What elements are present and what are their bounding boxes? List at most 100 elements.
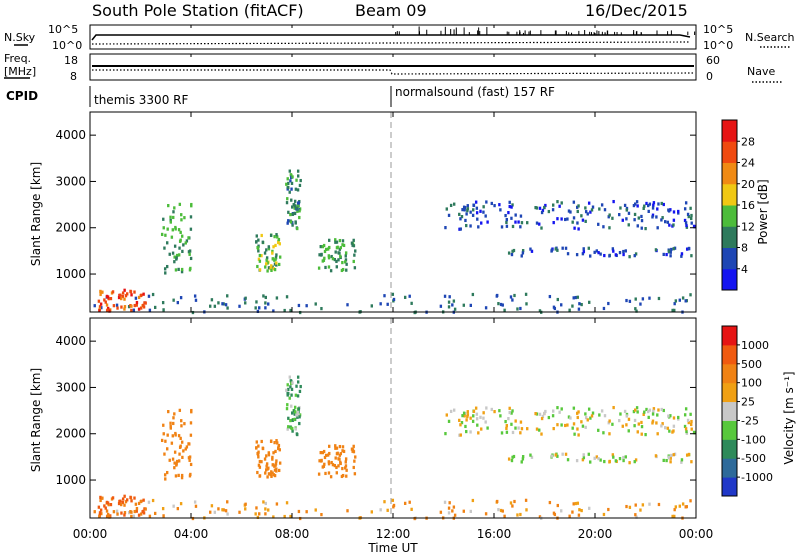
power-cell xyxy=(469,303,473,307)
velocity-cell xyxy=(188,458,191,462)
power-cell xyxy=(633,218,636,222)
power-cell xyxy=(331,257,335,261)
velocity-cell xyxy=(298,389,302,394)
power-cell xyxy=(265,248,268,252)
power-cell xyxy=(576,205,579,209)
power-cell xyxy=(582,247,585,251)
velocity-cell xyxy=(286,383,289,387)
power-cell xyxy=(189,256,193,261)
velocity-cell xyxy=(460,421,464,425)
velocity-cell xyxy=(255,440,258,444)
velocity-cell xyxy=(266,467,269,471)
power-cell xyxy=(550,248,554,252)
velocity-cell xyxy=(290,393,293,397)
power-cell xyxy=(285,295,289,299)
velocity-cell xyxy=(599,458,602,462)
power-cell xyxy=(582,250,586,254)
power-cell xyxy=(244,301,247,305)
velocity-cell xyxy=(472,414,475,418)
power-cell xyxy=(476,217,479,221)
velocity-cell xyxy=(525,508,528,512)
velocity-cell xyxy=(93,510,96,514)
power-cell xyxy=(319,245,322,249)
velocity-cell xyxy=(180,473,184,478)
power-cell xyxy=(671,308,674,312)
power-cell xyxy=(190,204,193,208)
power-cell xyxy=(505,220,508,224)
power-cell xyxy=(267,247,271,251)
power-cell xyxy=(291,175,294,179)
colorbar-tick-label: 100 xyxy=(741,377,762,390)
velocity-cell xyxy=(575,459,579,463)
velocity-cell xyxy=(543,411,546,416)
velocity-cell xyxy=(581,424,585,428)
power-cell xyxy=(669,250,672,254)
power-cell xyxy=(618,250,622,255)
colorbar-segment xyxy=(722,162,737,185)
power-cell xyxy=(178,202,182,206)
velocity-cell xyxy=(108,515,111,519)
power-cell xyxy=(170,235,174,239)
y-tick-label: 4000 xyxy=(55,334,86,348)
velocity-cell xyxy=(413,516,416,521)
velocity-cell xyxy=(153,511,157,516)
velocity-cell xyxy=(673,514,676,518)
velocity-cell xyxy=(667,455,671,459)
power-cell xyxy=(612,199,615,204)
velocity-cell xyxy=(172,504,175,508)
velocity-cell xyxy=(665,458,668,463)
velocity-cell xyxy=(519,420,523,424)
velocity-cell xyxy=(587,452,590,456)
velocity-cell xyxy=(465,418,468,422)
velocity-cell xyxy=(123,503,126,507)
velocity-cell xyxy=(327,460,331,464)
power-cell xyxy=(674,299,678,303)
power-cell xyxy=(290,187,293,191)
velocity-cell xyxy=(519,431,522,435)
power-cell xyxy=(323,249,327,254)
power-cell xyxy=(633,254,636,258)
velocity-cell xyxy=(510,458,514,463)
power-cell xyxy=(265,258,268,262)
power-cell xyxy=(643,204,646,208)
power-cell xyxy=(352,259,355,264)
velocity-cell xyxy=(226,500,229,504)
velocity-cell xyxy=(640,420,643,425)
power-cell xyxy=(166,227,169,231)
power-cell xyxy=(480,221,483,225)
velocity-cell xyxy=(690,419,693,424)
velocity-cell xyxy=(657,408,660,412)
velocity-cell xyxy=(272,473,276,477)
power-cell xyxy=(619,206,622,210)
power-cell xyxy=(254,306,257,310)
nave-trace xyxy=(92,69,695,75)
x-tick-label: 08:00 xyxy=(275,527,310,541)
power-cell xyxy=(180,213,183,217)
velocity-cell xyxy=(328,444,331,448)
power-cell xyxy=(471,292,475,297)
velocity-cell xyxy=(391,498,395,502)
velocity-cell xyxy=(173,412,176,416)
velocity-cell xyxy=(275,502,279,506)
power-cell xyxy=(593,250,596,254)
power-cell xyxy=(561,246,564,250)
power-cell xyxy=(680,252,684,256)
power-cell xyxy=(273,268,277,272)
velocity-cell xyxy=(116,512,119,516)
power-cell xyxy=(383,294,386,298)
power-cell xyxy=(277,237,281,242)
velocity-cell xyxy=(276,441,279,445)
power-cell xyxy=(656,207,659,211)
velocity-cell xyxy=(169,424,172,429)
velocity-cell xyxy=(123,511,127,515)
power-cell xyxy=(188,249,192,253)
cpid-mode-normalsound: normalsound (fast) 157 RF xyxy=(395,85,555,99)
power-cell xyxy=(305,304,308,308)
power-cell xyxy=(183,216,186,220)
velocity-cell xyxy=(593,456,596,460)
velocity-cell xyxy=(569,416,572,420)
velocity-cell xyxy=(512,454,516,459)
power-cell xyxy=(142,303,145,307)
velocity-cell xyxy=(161,507,165,511)
velocity-cell xyxy=(564,452,568,456)
